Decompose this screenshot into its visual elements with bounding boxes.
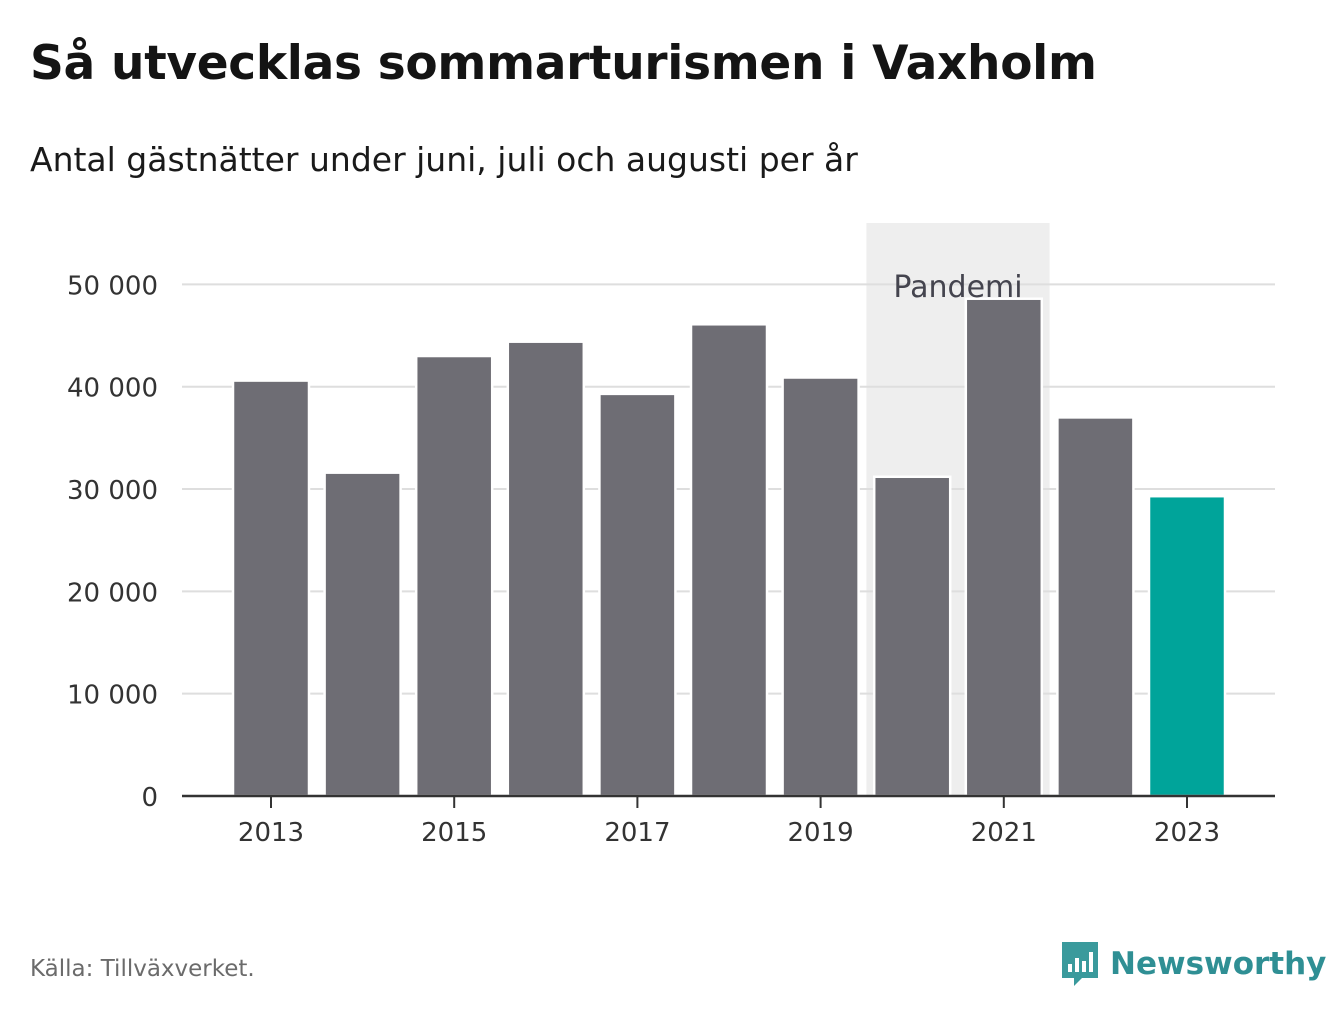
x-tick-label: 2013 [238,818,304,848]
x-tick-label: 2015 [421,818,487,848]
x-tick-label: 2017 [604,818,670,848]
annotation-label: Pandemi [893,270,1022,305]
bar-2018 [689,323,769,798]
annotation-labels: Pandemi [893,270,1022,305]
x-axis [182,794,1275,808]
x-tick-label: 2019 [788,818,854,848]
bar-2019 [781,376,860,798]
bar-2020 [872,475,952,798]
y-tick-label: 40 000 [67,374,158,404]
bar-2016 [506,340,586,798]
y-tick-label: 30 000 [67,476,158,506]
bars [231,297,1227,798]
chart-subtitle: Antal gästnätter under juni, juli och au… [30,140,858,179]
y-axis-tick-labels: 0 10 000 20 000 30 000 40 000 50 000 [67,271,158,813]
source-note: Källa: Tillväxverket. [30,956,255,982]
bar-2017 [598,392,677,798]
y-tick-label: 50 000 [67,271,158,301]
x-axis-tick-labels: 2013 2015 2017 2019 2021 2023 [238,818,1220,848]
bar-2023 [1147,494,1227,798]
x-tick-label: 2021 [971,818,1037,848]
y-tick-label: 20 000 [67,578,158,608]
chart-title: Så utvecklas sommarturismen i Vaxholm [30,36,1097,91]
newsworthy-logo-icon [1062,942,1098,986]
y-tick-label: 0 [141,783,158,813]
bar-2013 [231,379,311,798]
x-tick-label: 2023 [1154,818,1220,848]
brand-name: Newsworthy [1110,946,1327,982]
bar-2021 [964,297,1044,798]
brand: Newsworthy [1060,940,1326,988]
bar-2015 [414,354,494,798]
bar-2022 [1056,416,1135,798]
y-tick-label: 10 000 [67,681,158,711]
bar-2014 [323,471,402,798]
